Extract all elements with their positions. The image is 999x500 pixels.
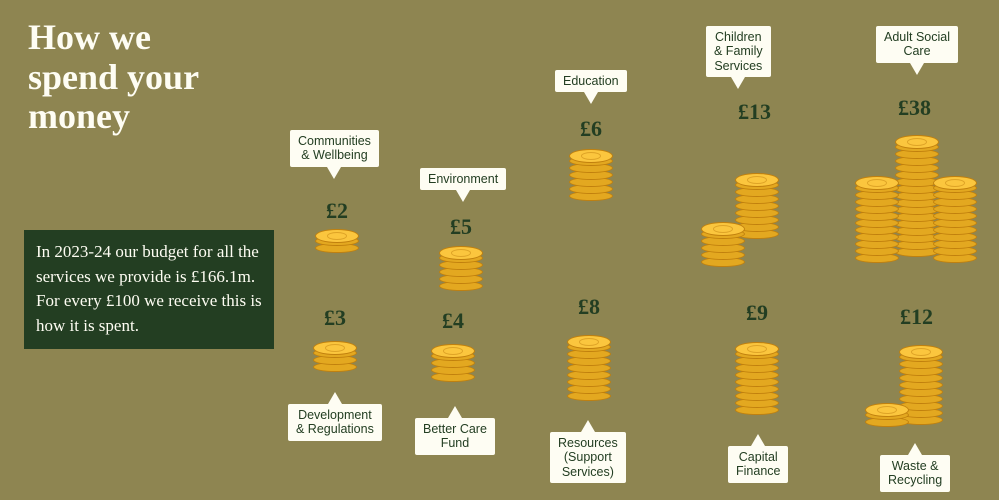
category-label: Adult SocialCare (876, 26, 958, 63)
coin-stack (756, 414, 757, 415)
coin-stack (588, 400, 589, 401)
intro-paragraph: In 2023-24 our budget for all the servic… (24, 230, 274, 349)
category-label: Communities& Wellbeing (290, 130, 379, 167)
category-label: Environment (420, 168, 506, 190)
amount-label: £6 (580, 116, 602, 142)
amount-label: £4 (442, 308, 464, 334)
amount-label: £13 (738, 99, 771, 125)
amount-label: £9 (746, 300, 768, 326)
coin-stack (460, 290, 461, 291)
category-label: Better CareFund (415, 418, 495, 455)
amount-label: £12 (900, 304, 933, 330)
amount-label: £3 (324, 305, 346, 331)
category-label: Resources(SupportServices) (550, 432, 626, 483)
amount-label: £5 (450, 214, 472, 240)
coin-stack (590, 200, 591, 201)
amount-label: £8 (578, 294, 600, 320)
category-label: Children& FamilyServices (706, 26, 771, 77)
coin-stack (452, 381, 453, 382)
category-label: Education (555, 70, 627, 92)
coin-stack (756, 238, 757, 239)
category-label: CapitalFinance (728, 446, 788, 483)
amount-label: £2 (326, 198, 348, 224)
category-label: Development& Regulations (288, 404, 382, 441)
coin-stack (916, 256, 917, 257)
coin-stack (334, 371, 335, 372)
coin-stack (336, 252, 337, 253)
amount-label: £38 (898, 95, 931, 121)
coin-stack (920, 424, 921, 425)
category-label: Waste &Recycling (880, 455, 950, 492)
page-title: How wespend yourmoney (28, 18, 268, 137)
